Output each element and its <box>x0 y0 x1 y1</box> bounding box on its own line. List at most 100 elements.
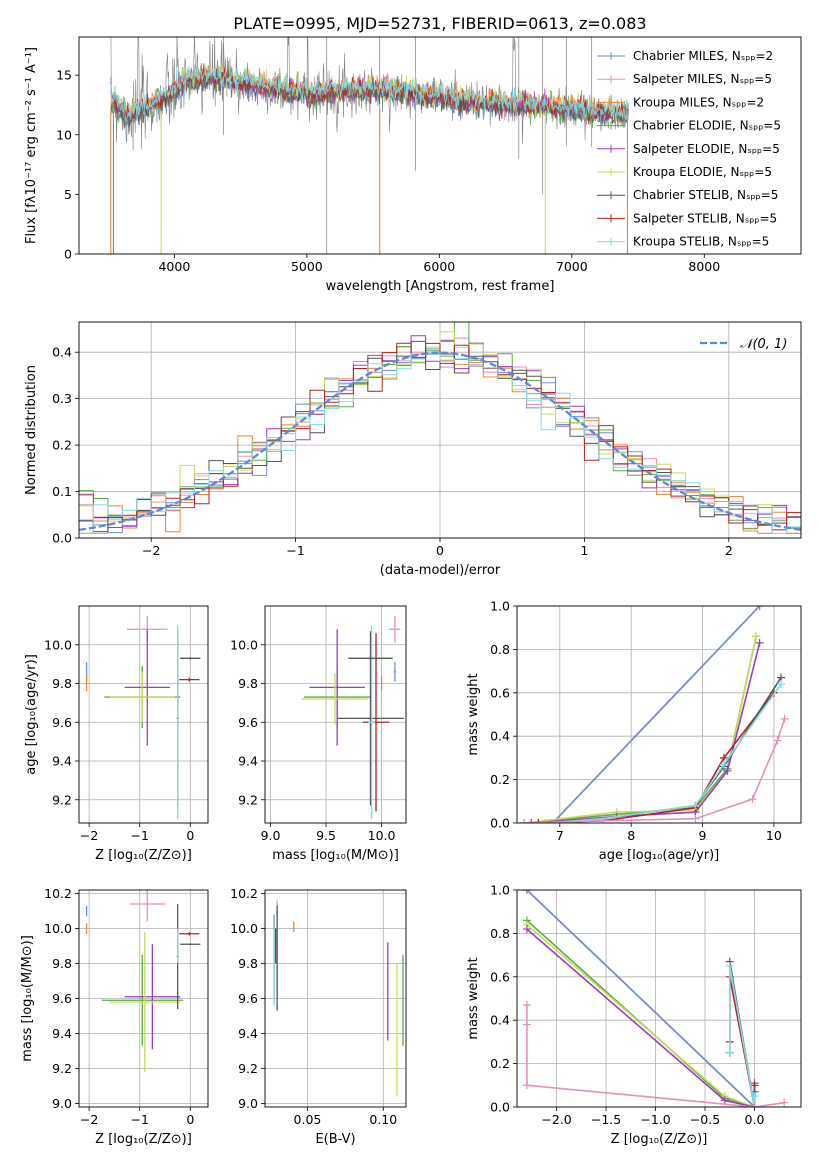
figure-title: PLATE=0995, MJD=52731, FIBERID=0613, z=0… <box>233 14 646 33</box>
weight-line <box>526 919 755 1107</box>
legend-label: Chabrier MILES, Nₛₚₚ=2 <box>633 49 773 63</box>
y-tick-label: 10.0 <box>44 921 72 936</box>
axes-age-z: −2 −1 0 9.2 9.4 9.6 9.8 10.0 Z [log₁₀(Z/Z⊙)] age … <box>24 605 209 863</box>
y-tick-label: 9.4 <box>238 754 258 769</box>
axes-frame <box>78 36 802 255</box>
panel-residuals: −2 −1 0 1 2 0.0 0.1 0.2 0.3 0.4 (data-model)/error… <box>24 321 802 578</box>
weight-marker <box>520 819 529 823</box>
weight-marker <box>527 819 536 823</box>
y-tick-label: 0.4 <box>490 1013 510 1028</box>
x-axis-label: Z [log₁₀(Z/Z⊙)] <box>95 1132 192 1147</box>
weight-marker <box>534 819 543 823</box>
y-tick-label: 9.8 <box>52 676 72 691</box>
y-tick-label: 10.0 <box>44 637 72 652</box>
weight-line <box>524 636 757 823</box>
weight-marker <box>541 819 550 823</box>
y-axis-label: mass weight <box>466 957 481 1039</box>
y-tick-label: 10.0 <box>230 921 258 936</box>
y-tick-label: 9.0 <box>52 1096 72 1111</box>
weight-marker <box>522 1081 531 1090</box>
weight-marker <box>725 961 734 970</box>
axes-mass-ebv: 0.05 0.10 9.0 9.2 9.4 9.6 9.8 10.0 10.2 E(B-V) <box>230 886 407 1147</box>
x-axis-label: E(B-V) <box>315 1132 355 1147</box>
weight-marker <box>522 925 531 934</box>
y-tick-label: 9.2 <box>238 1061 258 1076</box>
y-tick-label: 0.6 <box>490 685 510 700</box>
panel-weight-age: 7 8 9 10 0.0 0.2 0.4 0.6 0.8 1.0 age [log₁₀(age/yr… <box>466 599 802 863</box>
y-axis-label: Flux [fλ10⁻¹⁷ erg cm⁻² s⁻¹ A⁻¹] <box>24 47 39 244</box>
x-tick-label: 0.10 <box>369 1112 397 1127</box>
y-tick-label: 0.1 <box>52 484 72 499</box>
y-tick-label: 9.0 <box>238 1096 258 1111</box>
weight-marker <box>780 714 789 723</box>
y-tick-label: 5 <box>64 187 72 202</box>
model-spectrum-line <box>110 63 629 125</box>
weight-marker <box>691 801 700 810</box>
panel-age-mass: 9.0 9.5 10.0 9.2 9.4 9.6 9.8 10.0 mass [log₁₀(M/… <box>230 605 407 863</box>
weight-marker <box>719 760 728 769</box>
residual-histogram <box>79 342 801 534</box>
weight-marker <box>522 1001 531 1010</box>
axes-weight-z: −2.0 −1.5 −1.0 −0.5 0.0 0.0 0.2 0.4 0.6 0.8 1.0 Z [… <box>466 883 802 1147</box>
weight-line <box>526 928 756 1107</box>
plot-area-residuals <box>79 322 801 534</box>
y-tick-label: 9.6 <box>52 715 72 730</box>
legend-label: Salpeter ELODIE, Nₛₚₚ=5 <box>633 142 780 156</box>
x-tick-label: −1.0 <box>640 1112 670 1127</box>
x-tick-label: −2 <box>80 828 98 843</box>
legend-label: Chabrier STELIB, Nₛₚₚ=5 <box>633 188 778 202</box>
axes-weight-age: 7 8 9 10 0.0 0.2 0.4 0.6 0.8 1.0 age [log₁₀(age/yr… <box>466 599 802 863</box>
weight-marker <box>725 1048 734 1057</box>
axes-spectrum: 4000 5000 6000 7000 8000 0 5 10 15 wavelength [An… <box>24 36 802 294</box>
y-tick-label: 9.2 <box>52 792 72 807</box>
axes-frame <box>78 321 802 539</box>
legend-residuals: 𝒩(0, 1) <box>700 337 787 352</box>
x-tick-label: 0.0 <box>745 1112 765 1127</box>
y-tick-label: 9.6 <box>238 715 258 730</box>
x-tick-label: 0.05 <box>294 1112 322 1127</box>
y-tick-label: 1.0 <box>490 883 510 898</box>
x-tick-label: −1.5 <box>591 1112 621 1127</box>
y-tick-label: 0.2 <box>490 1056 510 1071</box>
x-tick-label: 8 <box>627 828 635 843</box>
y-tick-label: 9.8 <box>238 676 258 691</box>
weight-line <box>552 606 761 823</box>
axes-frame <box>264 605 407 824</box>
x-tick-label: −2 <box>142 543 160 558</box>
y-tick-label: 9.2 <box>238 792 258 807</box>
y-tick-label: 0.6 <box>490 969 510 984</box>
weight-line <box>524 718 786 823</box>
x-tick-label: 5000 <box>291 259 323 274</box>
x-axis-label: Z [log₁₀(Z/Z⊙)] <box>95 848 192 863</box>
weight-marker <box>720 1096 729 1105</box>
x-tick-label: 0 <box>436 543 444 558</box>
legend-spectrum: Chabrier MILES, Nₛₚₚ=2 Salpeter MILES, Nₛ… <box>597 49 781 249</box>
y-tick-label: 10.0 <box>230 637 258 652</box>
y-tick-label: 9.2 <box>52 1061 72 1076</box>
axes-frame <box>516 889 802 1108</box>
y-tick-label: 9.4 <box>52 754 72 769</box>
x-tick-label: 2 <box>725 543 733 558</box>
plot-area-weight-z <box>522 890 789 1107</box>
x-tick-label: 9 <box>699 828 707 843</box>
y-tick-label: 9.4 <box>238 1026 258 1041</box>
legend-label: Chabrier ELODIE, Nₛₚₚ=5 <box>633 119 781 133</box>
plot-area-mass-ebv <box>273 900 404 1097</box>
residual-histogram <box>79 353 801 534</box>
x-tick-label: 0 <box>186 1112 194 1127</box>
weight-marker <box>773 736 782 745</box>
plot-area-mass-z <box>85 890 201 1072</box>
y-tick-label: 0.4 <box>52 345 72 360</box>
weight-marker <box>691 814 700 823</box>
legend-label: Kroupa MILES, Nₛₚₚ=2 <box>633 95 764 109</box>
x-axis-label: mass [log₁₀(M/M⊙)] <box>272 848 399 863</box>
panel-spectrum: 4000 5000 6000 7000 8000 0 5 10 15 wavelength [An… <box>24 36 802 294</box>
weight-line <box>728 965 756 1107</box>
legend-label: 𝒩(0, 1) <box>740 337 787 352</box>
y-tick-label: 9.6 <box>238 991 258 1006</box>
x-tick-label: 7 <box>556 828 564 843</box>
x-tick-label: 10.0 <box>368 828 396 843</box>
y-axis-label: mass [log₁₀(M/M⊙)] <box>20 935 35 1062</box>
axes-mass-z: −2 −1 0 9.0 9.2 9.4 9.6 9.8 10.0 10.2 Z [log₁₀(Z/Z… <box>20 886 209 1147</box>
